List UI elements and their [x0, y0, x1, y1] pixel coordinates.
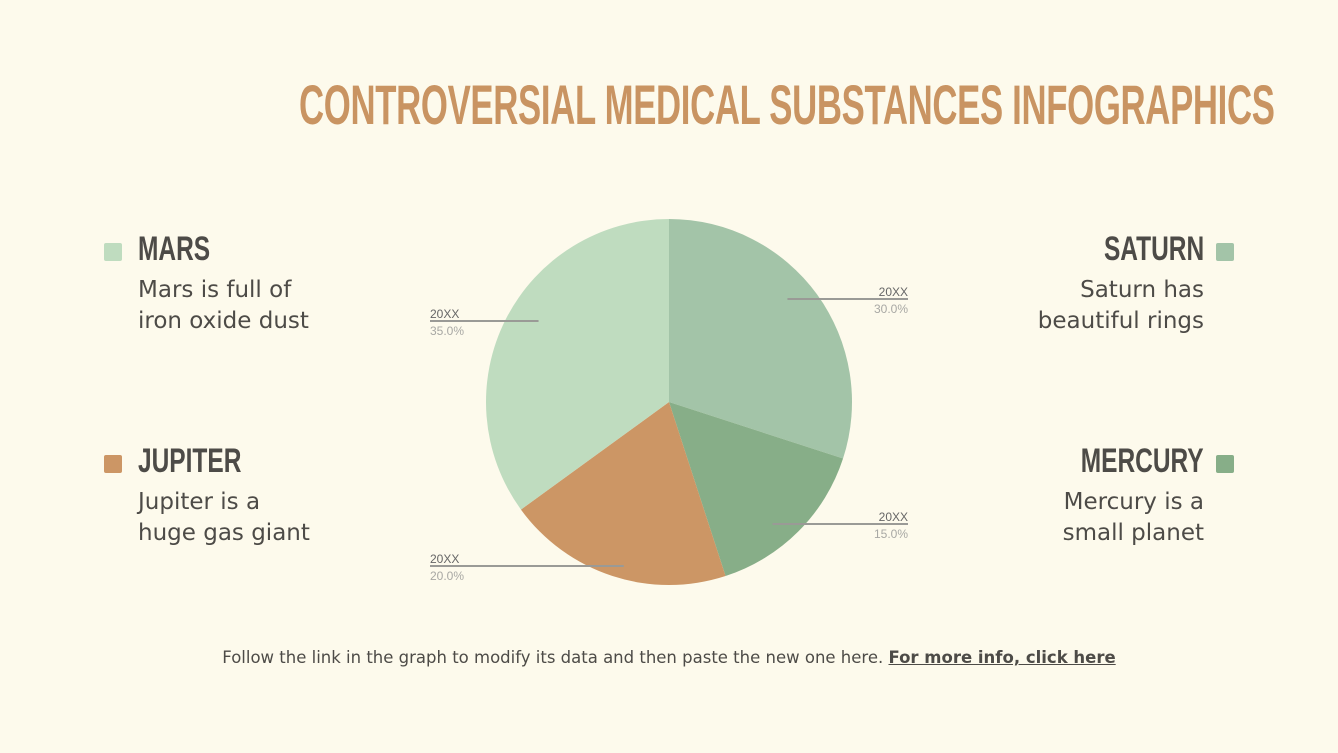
legend-title: MARS [138, 230, 211, 268]
legend-item-mars: MARS Mars is full of iron oxide dust [138, 229, 438, 337]
legend-item-jupiter: JUPITER Jupiter is a huge gas giant [138, 441, 438, 549]
pie-slice [486, 219, 669, 510]
more-info-link[interactable]: For more info, click here [888, 648, 1116, 667]
slice-label: 20XX [430, 552, 459, 566]
slice-value: 35.0% [430, 324, 464, 338]
legend-text: Jupiter is a huge gas giant [138, 489, 310, 546]
legend-text: Mars is full of iron oxide dust [138, 277, 309, 334]
pie-slice [520, 402, 726, 585]
pie-slice [669, 219, 852, 459]
slice-label: 20XX [430, 307, 459, 321]
page-title: CONTROVERSIAL MEDICAL SUBSTANCES INFOGRA… [298, 73, 1275, 136]
slice-label: 20XX [879, 285, 908, 299]
slice-value: 15.0% [874, 527, 908, 541]
pie-slice [669, 402, 844, 577]
legend-swatch-jupiter [104, 455, 122, 473]
slice-value: 30.0% [874, 302, 908, 316]
legend-title: JUPITER [138, 442, 242, 480]
slice-label: 20XX [879, 510, 908, 524]
legend-title: MERCURY [1081, 442, 1204, 480]
legend-title: SATURN [1103, 230, 1204, 268]
legend-text: Mercury is a small planet [1062, 489, 1204, 546]
legend-swatch-mars [104, 243, 122, 261]
legend-swatch-saturn [1216, 243, 1234, 261]
legend-text: Saturn has beautiful rings [1037, 277, 1204, 334]
legend-swatch-mercury [1216, 455, 1234, 473]
legend-item-saturn: SATURN Saturn has beautiful rings [904, 229, 1204, 337]
slice-value: 20.0% [430, 569, 464, 583]
legend-item-mercury: MERCURY Mercury is a small planet [904, 441, 1204, 549]
footer: Follow the link in the graph to modify i… [222, 648, 1116, 667]
